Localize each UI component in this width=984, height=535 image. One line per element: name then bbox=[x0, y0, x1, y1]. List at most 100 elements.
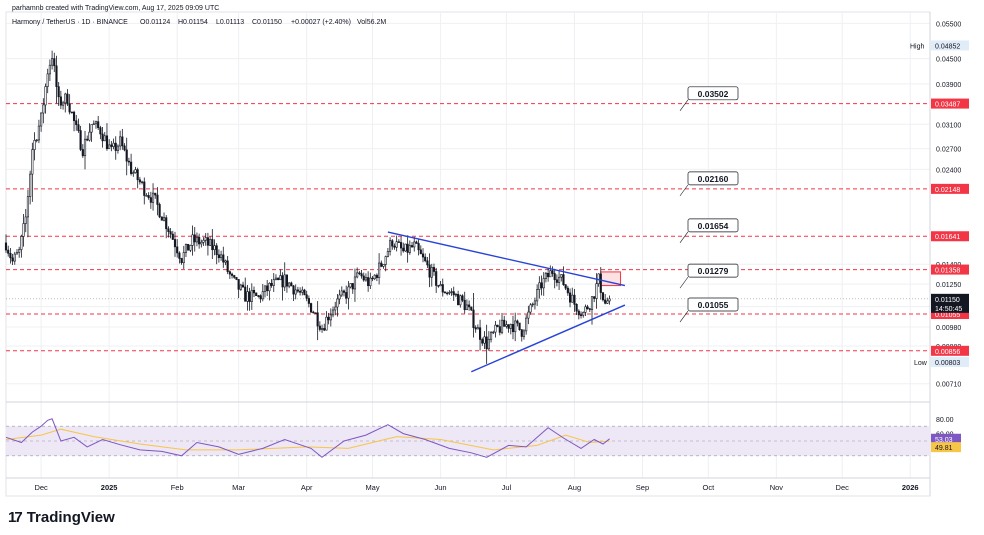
symbol-legend[interactable]: Harmony / TetherUS · 1D · BINANCE O0.011… bbox=[12, 19, 386, 26]
candle-body bbox=[136, 169, 139, 181]
candle-body bbox=[599, 273, 602, 293]
price-axis[interactable]: 0.05500 0.04500 0.03900 0.03100 0.02700 0.024… bbox=[910, 21, 969, 389]
candle-body bbox=[577, 310, 580, 316]
callout[interactable]: 0.03502 bbox=[679, 86, 739, 111]
low-price-tag-bg bbox=[931, 357, 969, 368]
candle-body bbox=[430, 267, 433, 278]
candle bbox=[29, 170, 32, 205]
candle bbox=[7, 245, 10, 257]
candle bbox=[162, 212, 166, 222]
candle-body bbox=[542, 278, 545, 289]
callout[interactable]: 0.01055 bbox=[679, 297, 739, 323]
candle bbox=[474, 325, 477, 333]
candle-body bbox=[26, 196, 30, 218]
candle bbox=[18, 246, 21, 258]
brand-logo[interactable]: 17 TradingView bbox=[8, 507, 115, 527]
candle bbox=[371, 275, 374, 282]
candle-body bbox=[413, 241, 416, 248]
candle-body bbox=[70, 111, 73, 114]
candle-body bbox=[371, 277, 374, 280]
level-price-tag: 0.01055 bbox=[935, 312, 960, 319]
candle-body bbox=[338, 294, 341, 300]
candle-body bbox=[268, 282, 271, 292]
candle-body bbox=[584, 306, 587, 313]
time-tick-label: Dec bbox=[836, 483, 850, 492]
candle-body bbox=[511, 324, 515, 333]
candle-body bbox=[110, 144, 113, 147]
candle-body bbox=[55, 65, 58, 87]
candle bbox=[378, 253, 381, 285]
candle bbox=[360, 269, 363, 279]
candle bbox=[604, 294, 607, 305]
candle bbox=[345, 285, 348, 304]
callout[interactable]: 0.01279 bbox=[679, 263, 739, 289]
candle-body bbox=[476, 327, 479, 330]
candle bbox=[457, 290, 460, 306]
candle-body bbox=[206, 237, 209, 246]
callout[interactable]: 0.01654 bbox=[679, 218, 739, 244]
candle-body bbox=[277, 277, 280, 281]
candle-body bbox=[285, 274, 288, 287]
candle bbox=[235, 277, 238, 281]
candle bbox=[494, 321, 497, 338]
candle bbox=[105, 123, 109, 151]
candle-body bbox=[347, 286, 350, 299]
candle-body bbox=[336, 298, 339, 308]
candles bbox=[4, 50, 611, 364]
trendline[interactable] bbox=[387, 231, 626, 287]
candle bbox=[202, 237, 205, 246]
price-tick-label: 0.02700 bbox=[936, 147, 961, 154]
callout-leader bbox=[679, 184, 689, 197]
candle-body bbox=[272, 279, 275, 286]
candle-body bbox=[20, 236, 23, 250]
candle bbox=[222, 246, 225, 268]
candle-body bbox=[235, 277, 238, 280]
candle-body bbox=[237, 279, 240, 290]
level-price-tag-bg bbox=[931, 264, 969, 275]
candle-body bbox=[503, 319, 506, 327]
candle-body bbox=[450, 291, 453, 293]
candle-body bbox=[417, 243, 420, 251]
candle bbox=[125, 137, 128, 176]
candle-body bbox=[498, 326, 501, 333]
rsi-tick-label: 80.00 bbox=[936, 417, 954, 424]
candle-body bbox=[68, 103, 71, 113]
candle-body bbox=[224, 260, 227, 263]
candle bbox=[439, 281, 442, 287]
candle-body bbox=[167, 228, 170, 232]
candle-body bbox=[566, 287, 569, 294]
candle-body bbox=[193, 234, 196, 243]
time-tick-label: Jun bbox=[435, 483, 447, 492]
candle-body bbox=[114, 142, 117, 151]
candle bbox=[393, 243, 396, 250]
candle-body bbox=[81, 149, 84, 157]
candle-body bbox=[608, 298, 611, 302]
candle bbox=[244, 277, 247, 302]
candle bbox=[189, 244, 192, 253]
candle bbox=[575, 303, 578, 316]
candle-body bbox=[525, 317, 528, 332]
candle bbox=[116, 144, 120, 154]
brand-name: TradingView bbox=[26, 508, 115, 526]
candle-body bbox=[160, 216, 163, 221]
candle bbox=[248, 287, 251, 311]
time-axis[interactable]: Dec 2025 Feb Mar Apr May Jun Jul Aug Sep Oct Nov Dec… bbox=[34, 483, 918, 492]
candle bbox=[121, 128, 124, 150]
candle-body bbox=[217, 254, 220, 259]
candle-body bbox=[432, 267, 436, 272]
candle bbox=[479, 319, 482, 351]
candle-body bbox=[255, 292, 258, 296]
candle-body bbox=[579, 314, 583, 316]
candle-body bbox=[489, 332, 493, 340]
candle bbox=[551, 266, 554, 277]
trendline[interactable] bbox=[471, 304, 626, 373]
trendlines[interactable] bbox=[387, 231, 626, 373]
time-tick-label: Feb bbox=[171, 483, 184, 492]
candle bbox=[274, 274, 278, 281]
candle-body bbox=[147, 195, 150, 198]
candle-body bbox=[51, 58, 54, 66]
callout[interactable]: 0.02160 bbox=[679, 171, 739, 197]
candle bbox=[606, 297, 609, 305]
callout-leader bbox=[679, 99, 689, 111]
